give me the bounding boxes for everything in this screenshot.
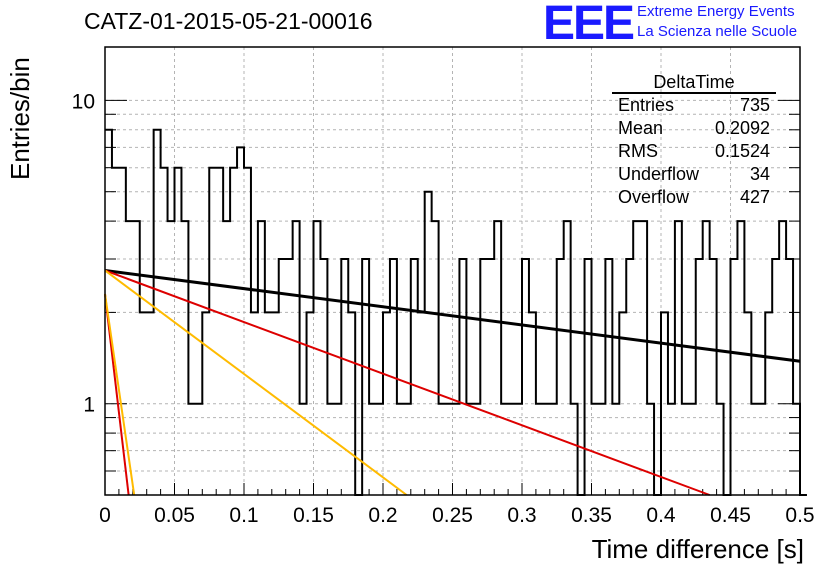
fit-line-5 [104,293,136,496]
stats-row-underflow: Underflow 34 [618,164,770,184]
y-tick-label: 10 [72,90,95,113]
x-tick-label: 0.15 [293,504,334,527]
x-tick-label: 0.45 [710,504,751,527]
fit-line-1 [104,268,801,363]
org-line-2: La Scienza nelle Scuole [637,23,798,40]
stats-row-entries: Entries 735 [618,95,770,115]
stats-row-rms: RMS 0.1524 [618,141,770,161]
x-tick-label: 0.5 [785,504,814,527]
x-tick-label: 0.4 [646,504,676,527]
x-tick-label: 0.2 [368,504,397,527]
x-tick-label: 0.3 [507,504,536,527]
x-tick-label: 0.1 [229,504,258,527]
x-tick-label: 0.05 [154,504,195,527]
x-tick-label: 0.25 [432,504,473,527]
y-axis-label: Entries/bin [5,57,35,180]
x-axis-label: Time difference [s] [591,534,804,564]
org-line-1: Extreme Energy Events [637,3,795,20]
fit-line-3 [104,269,408,496]
fit-line-2 [104,269,710,496]
stats-name: DeltaTime [612,72,776,94]
x-tick-label: 0.35 [571,504,612,527]
stats-row-overflow: Overflow 427 [618,187,770,207]
y-tick-label: 1 [83,394,95,417]
eee-logo: EEE [543,0,635,50]
histogram-bins [105,128,807,496]
stats-row-mean: Mean 0.2092 [618,118,770,138]
stats-box: DeltaTime Entries 735 Mean 0.2092 RMS 0.152… [612,72,776,209]
chart-title: CATZ-01-2015-05-21-00016 [84,8,373,34]
x-tick-label: 0 [99,504,111,527]
plot-frame [104,46,801,496]
